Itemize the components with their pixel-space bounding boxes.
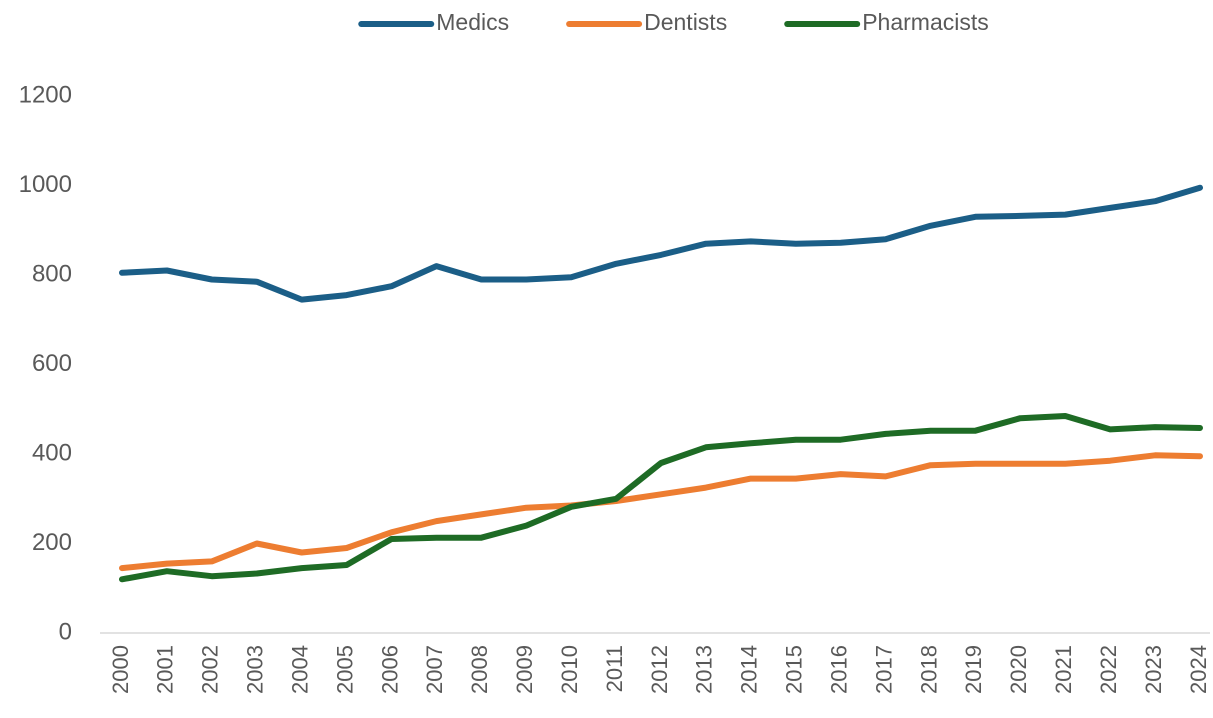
- x-tick-label: 2009: [512, 645, 537, 694]
- x-tick-label: 2024: [1186, 645, 1211, 694]
- x-tick-label: 2023: [1141, 645, 1166, 694]
- series-line: [119, 184, 1203, 303]
- x-tick-label: 2002: [198, 645, 223, 694]
- x-tick-label: 2015: [782, 645, 807, 694]
- x-tick-label: 2003: [243, 645, 268, 694]
- legend-label: Dentists: [644, 9, 727, 35]
- series-line: [119, 413, 1203, 583]
- x-tick-label: 2008: [467, 645, 492, 694]
- x-tick-label: 2020: [1006, 645, 1031, 694]
- x-tick-label: 2000: [108, 645, 133, 694]
- x-tick-label: 2005: [332, 645, 357, 694]
- x-tick-label: 2022: [1096, 645, 1121, 694]
- x-tick-label: 2011: [602, 645, 627, 692]
- x-tick-label: 2013: [692, 645, 717, 694]
- x-tick-label: 2001: [153, 645, 178, 694]
- y-tick-label: 1000: [19, 171, 72, 198]
- x-tick-label: 2007: [422, 645, 447, 694]
- y-tick-label: 200: [32, 529, 72, 556]
- y-tick-label: 1200: [19, 81, 72, 108]
- legend-label: Pharmacists: [862, 9, 989, 35]
- x-tick-label: 2019: [961, 645, 986, 694]
- y-tick-label: 0: [59, 618, 72, 645]
- x-tick-label: 2017: [871, 645, 896, 694]
- x-tick-label: 2010: [557, 645, 582, 694]
- x-tick-label: 2021: [1051, 645, 1076, 694]
- x-tick-label: 2004: [287, 645, 312, 694]
- series-line: [119, 452, 1203, 572]
- x-tick-label: 2018: [916, 645, 941, 694]
- x-tick-label: 2014: [737, 645, 762, 694]
- x-tick-label: 2016: [826, 645, 851, 694]
- y-tick-label: 400: [32, 439, 72, 466]
- y-tick-label: 600: [32, 350, 72, 377]
- y-tick-label: 800: [32, 260, 72, 287]
- x-tick-label: 2012: [647, 645, 672, 694]
- x-tick-label: 2006: [377, 645, 402, 694]
- legend-label: Medics: [436, 9, 509, 35]
